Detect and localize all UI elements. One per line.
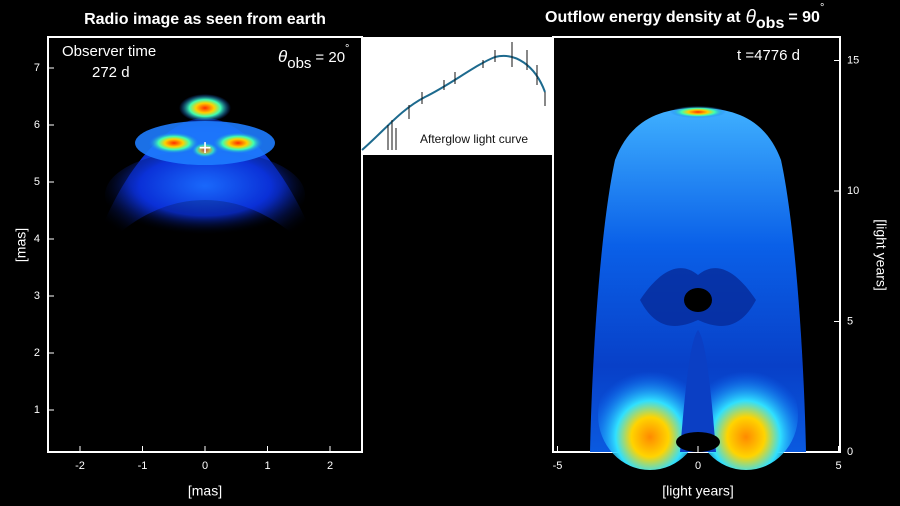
y-tick-label: 7 [34, 62, 40, 74]
x-tick-label: -5 [553, 460, 563, 472]
left-angle: θobs = 20° [278, 43, 349, 72]
center-marker: + [199, 135, 212, 160]
y-tick-label: 3 [34, 290, 40, 302]
sim-time: t =4776 d [737, 47, 800, 64]
y-tick-label: 5 [847, 315, 853, 327]
theta: θ [746, 7, 757, 28]
left-x-label: [mas] [188, 483, 222, 499]
angle-value: = 20 [315, 49, 345, 66]
y-tick-label: 4 [34, 233, 40, 245]
left-title: Radio image as seen from earth [84, 11, 326, 28]
x-tick-label: -2 [75, 460, 85, 472]
y-tick-label: 0 [847, 446, 853, 458]
degree: ° [820, 2, 824, 14]
y-tick-label: 2 [34, 347, 40, 359]
right-title: Outflow energy density at θobs = 90° [545, 2, 824, 32]
y-tick-label: 1 [34, 404, 40, 416]
left-y-label: [mas] [13, 228, 29, 262]
right-y-label: [light years] [873, 219, 889, 291]
x-tick-label: 5 [835, 460, 841, 472]
outflow-image [590, 106, 806, 470]
inset-label: Afterglow light curve [420, 132, 528, 146]
radio-image [90, 94, 322, 262]
x-tick-label: 2 [327, 460, 333, 472]
light-curve [361, 42, 546, 151]
x-tick-label: -1 [138, 460, 148, 472]
theta: θ [278, 47, 288, 66]
x-tick-label: 1 [264, 460, 270, 472]
title-text: Outflow energy density at [545, 9, 741, 26]
y-tick-label: 6 [34, 119, 40, 131]
degree: ° [345, 43, 349, 55]
y-tick-label: 10 [847, 185, 859, 197]
x-tick-label: 0 [695, 460, 701, 472]
observer-time-value: 272 d [92, 64, 130, 81]
subscript: obs [287, 55, 311, 72]
inset-frame [362, 37, 552, 155]
subscript: obs [756, 15, 785, 32]
x-tick-label: 0 [202, 460, 208, 472]
angle-value: = 90 [788, 9, 820, 26]
y-tick-label: 5 [34, 176, 40, 188]
observer-time-label: Observer time [62, 43, 156, 60]
y-tick-label: 15 [847, 54, 859, 66]
right-x-label: [light years] [662, 483, 734, 499]
